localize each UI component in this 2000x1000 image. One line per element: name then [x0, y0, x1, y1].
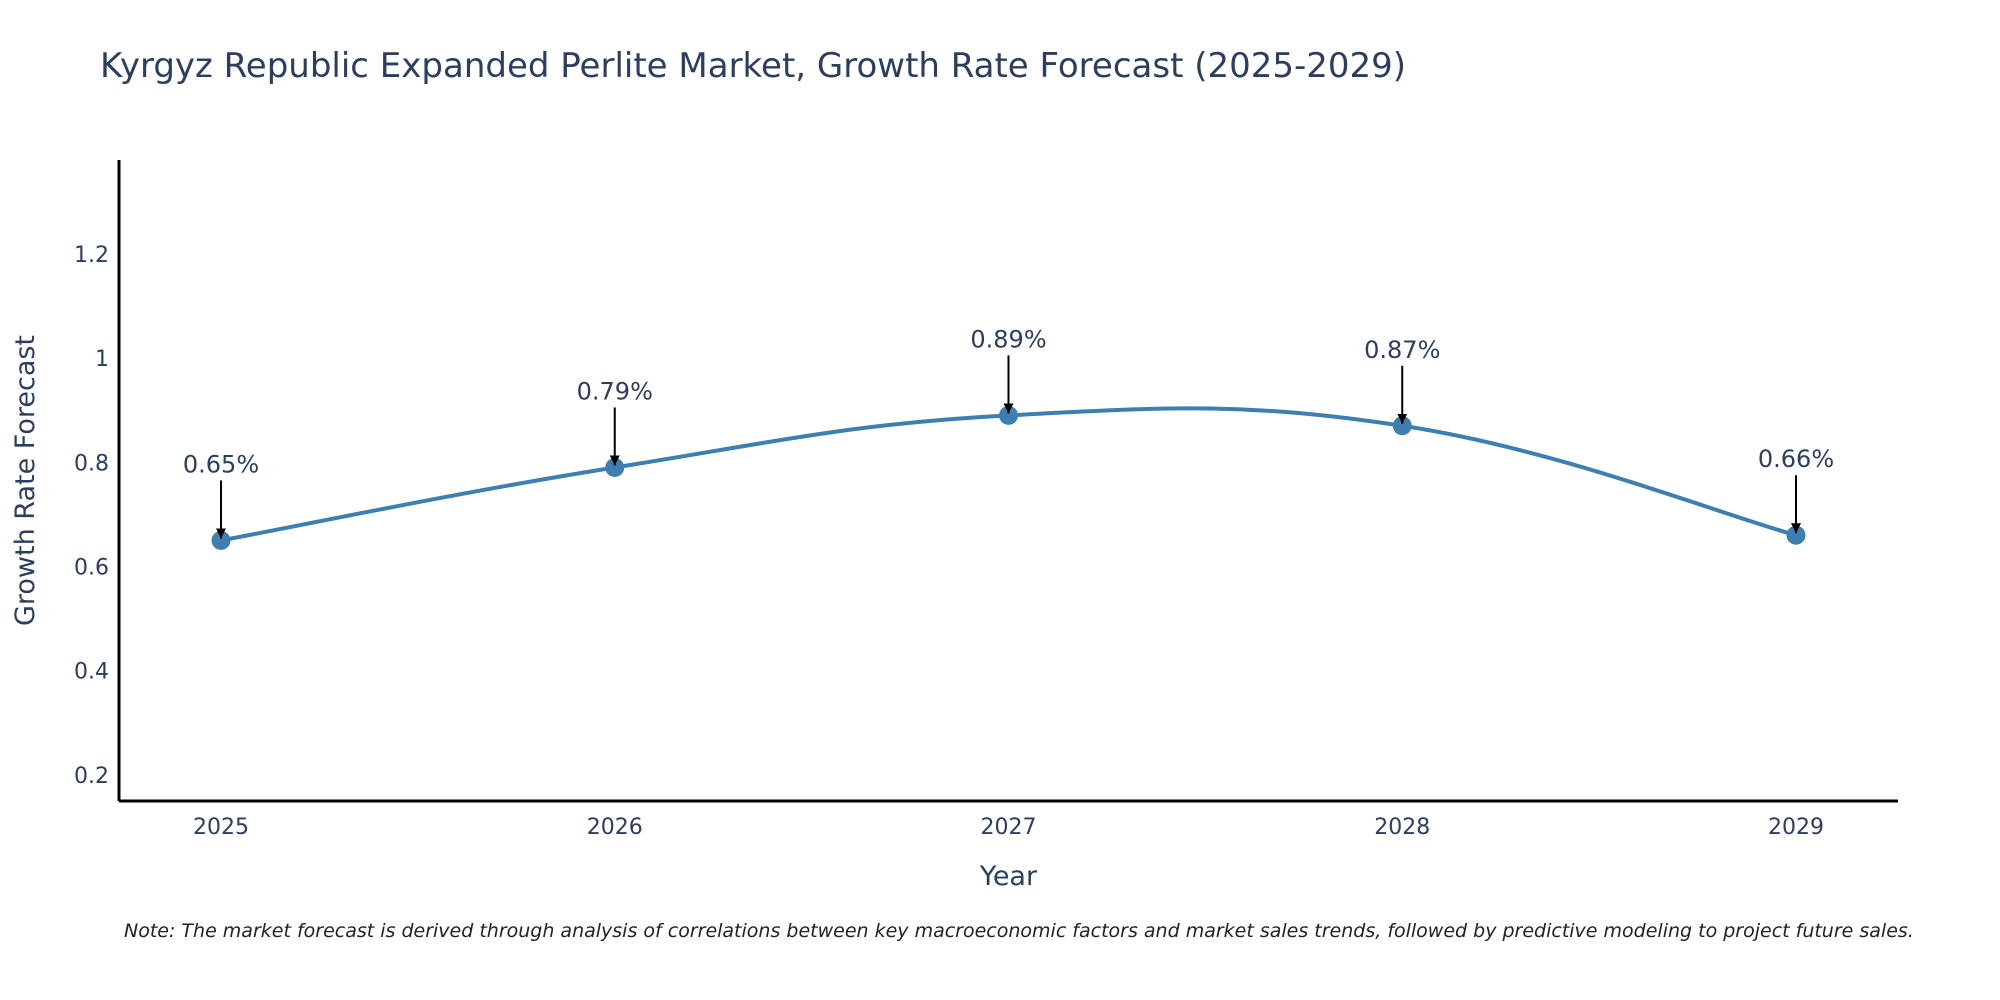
chart-title: Kyrgyz Republic Expanded Perlite Market,…: [100, 46, 1407, 86]
data-label-2027: 0.89%: [970, 325, 1046, 353]
y-tick-label: 1: [95, 347, 109, 372]
series-line: [220, 406, 1797, 543]
annotations: 0.65% 0.79% 0.89% 0.87% 0.66%: [183, 325, 1834, 539]
y-tick-label: 0.2: [74, 764, 109, 789]
series-growth-rate: [211, 405, 1806, 550]
x-axis: 2025 2026 2027 2028 2029: [119, 799, 1898, 840]
x-tick-label: 2027: [981, 815, 1037, 840]
y-tick-label: 0.6: [74, 555, 109, 580]
x-tick-label: 2026: [587, 815, 643, 840]
data-label-2026: 0.79%: [577, 377, 653, 405]
data-label-2025: 0.65%: [183, 450, 259, 478]
y-tick-label: 0.4: [74, 660, 109, 685]
y-tick-label: 0.8: [74, 451, 109, 476]
data-label-2028: 0.87%: [1364, 336, 1440, 364]
x-tick-label: 2025: [193, 815, 249, 840]
y-axis: 0.2 0.4 0.6 0.8 1 1.2: [74, 160, 121, 801]
x-tick-label: 2028: [1374, 815, 1430, 840]
y-axis-title: Growth Rate Forecast: [10, 335, 41, 626]
x-tick-label: 2029: [1768, 815, 1824, 840]
chart-footnote: Note: The market forecast is derived thr…: [124, 920, 1914, 942]
x-axis-title: Year: [979, 861, 1038, 892]
data-label-2029: 0.66%: [1758, 445, 1834, 473]
y-tick-label: 1.2: [74, 243, 109, 268]
